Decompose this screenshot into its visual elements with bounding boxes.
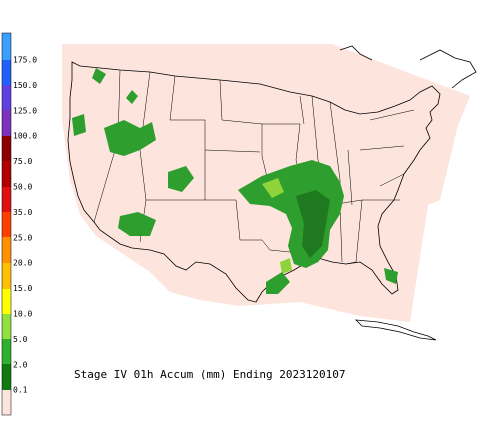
- color-bar-frame: [1, 32, 12, 416]
- map-title: Stage IV 01h Accum (mm) Ending 202312010…: [74, 368, 346, 381]
- legend-label: 50.0: [13, 183, 32, 192]
- legend-label: 125.0: [13, 106, 37, 115]
- legend-label: 100.0: [13, 132, 37, 141]
- legend-label: 15.0: [13, 284, 32, 293]
- island-outline: [354, 319, 437, 341]
- color-swatch: [2, 212, 11, 237]
- color-swatch: [2, 60, 11, 85]
- color-swatch: [2, 364, 11, 390]
- color-swatch: [2, 110, 11, 136]
- legend-label: 0.1: [13, 386, 28, 395]
- rain-area: [296, 190, 330, 258]
- legend-label: 5.0: [13, 335, 28, 344]
- color-swatch: [2, 161, 11, 187]
- color-swatch: [2, 314, 11, 339]
- legend-label: 25.0: [13, 233, 32, 242]
- color-bar: [1, 32, 12, 416]
- precipitation: [72, 68, 398, 294]
- color-swatch: [2, 33, 11, 60]
- rain-area: [262, 178, 292, 274]
- legend-label: 10.0: [13, 310, 32, 319]
- color-swatch: [2, 289, 11, 314]
- legend-label: 175.0: [13, 56, 37, 65]
- rain-area: [72, 68, 194, 236]
- legend-label: 2.0: [13, 360, 28, 369]
- legend-label: 20.0: [13, 259, 32, 268]
- color-swatch: [2, 85, 11, 110]
- color-swatch: [2, 263, 11, 289]
- rain-area: [266, 268, 398, 294]
- country-outline: [67, 61, 441, 303]
- color-swatch: [2, 136, 11, 161]
- legend-label: 35.0: [13, 208, 32, 217]
- coast-outline: [339, 45, 477, 89]
- color-swatch: [2, 237, 11, 263]
- color-swatch: [2, 390, 11, 415]
- color-swatch: [2, 339, 11, 364]
- color-swatch: [2, 187, 11, 212]
- legend-label: 75.0: [13, 157, 32, 166]
- legend-label: 150.0: [13, 81, 37, 90]
